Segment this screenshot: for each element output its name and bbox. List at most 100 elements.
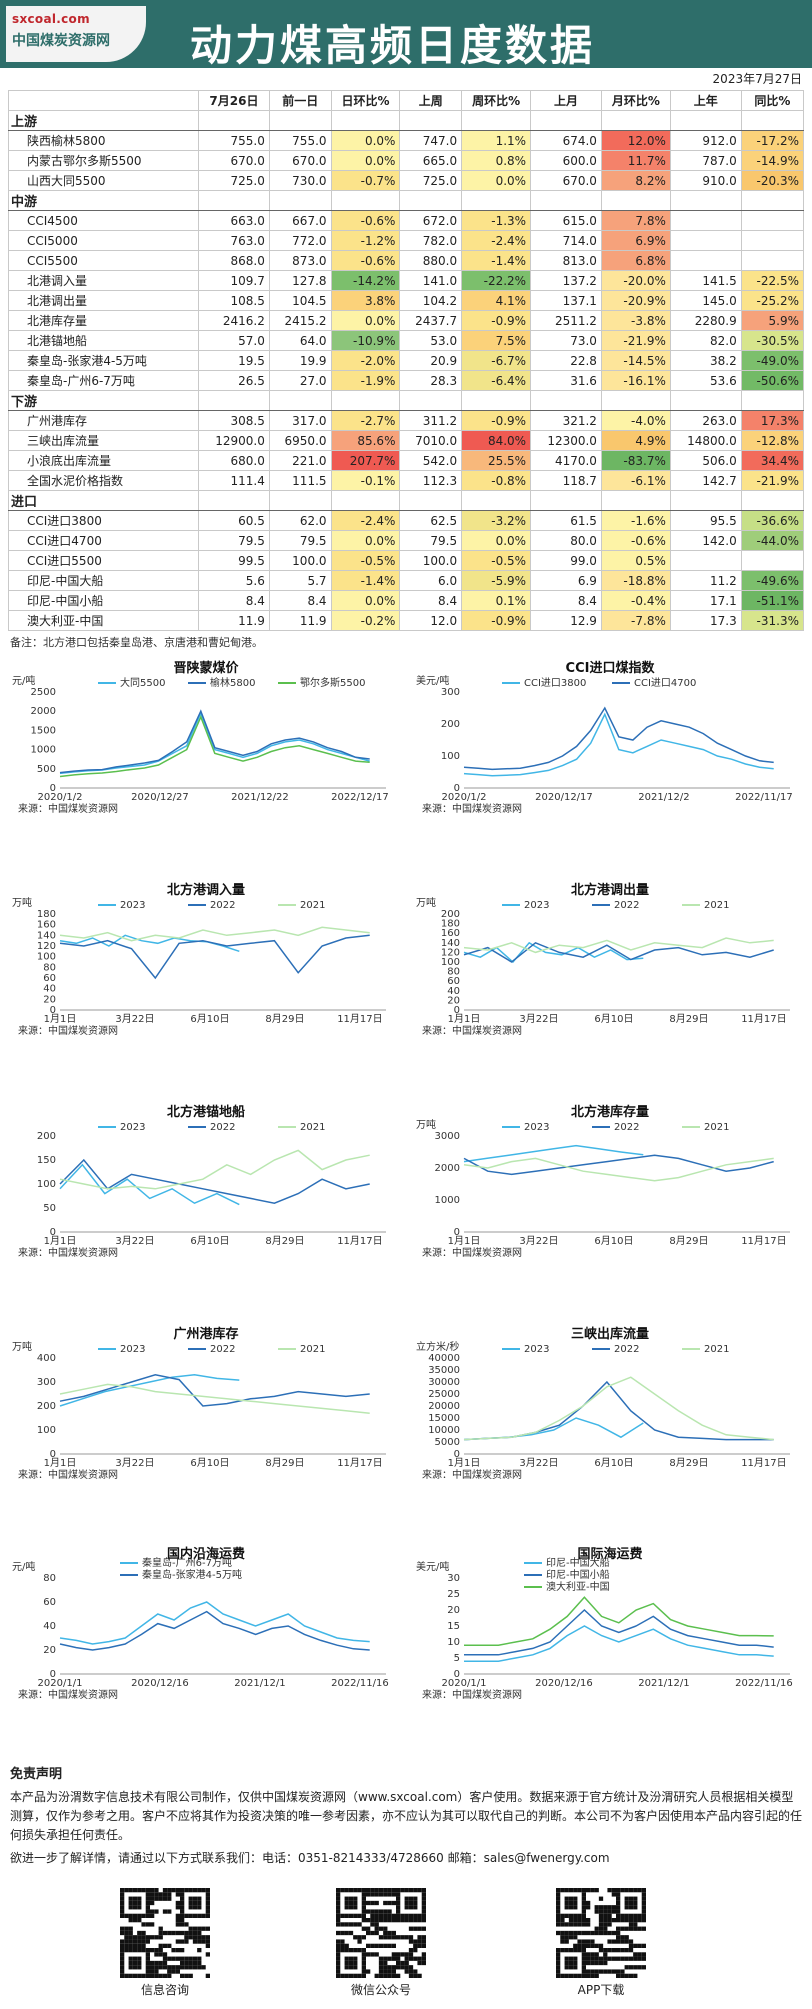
table-note: 备注：北方港口包括秦皇岛港、京唐港和曹妃甸港。 — [10, 636, 263, 649]
legend-label: 2023 — [120, 1344, 145, 1355]
table-cell: 0.0% — [461, 170, 532, 191]
series-line — [59, 1383, 370, 1414]
section-cell — [330, 490, 401, 511]
chart-source: 来源：中国煤炭资源网 — [18, 1688, 118, 1701]
row-label: 秦皇岛-张家港4-5万吨 — [8, 350, 199, 371]
section-cell — [268, 110, 332, 131]
table-cell: 0.0% — [330, 150, 401, 171]
table-cell: -44.0% — [740, 530, 805, 551]
section-label: 下游 — [8, 390, 199, 411]
x-tick-label: 2022/11/16 — [331, 1678, 389, 1689]
table-cell: 62.0 — [268, 510, 332, 531]
section-cell — [399, 390, 463, 411]
table-cell: 22.8 — [530, 350, 602, 371]
table-header-row: 7月26日 前一日 日环比% 上周 周环比% 上月 月环比% 上年 同比% — [8, 90, 805, 111]
table-cell: 912.0 — [669, 130, 742, 151]
table-cell: 0.0% — [461, 530, 532, 551]
table-cell: 207.7% — [330, 450, 401, 471]
legend-label: 2021 — [300, 1122, 325, 1133]
section-row: 下游 — [8, 390, 805, 411]
series-line — [463, 941, 774, 963]
table-row: 广州港库存 308.5 317.0 -2.7% 311.2 -0.9% 321.2 -4.0%… — [8, 410, 805, 431]
table-cell: -0.7% — [330, 170, 401, 191]
y-tick-label: 300 — [37, 1377, 56, 1388]
table-cell: 38.2 — [669, 350, 742, 371]
table-cell: -5.9% — [461, 570, 532, 591]
table-cell: 730.0 — [268, 170, 332, 191]
series-line — [59, 1158, 370, 1204]
y-tick-label: 0 — [50, 1449, 56, 1460]
table-row: 陕西榆林5800 755.0 755.0 0.0% 747.0 1.1% 674.0 12.0… — [8, 130, 805, 151]
chart-source: 来源：中国煤炭资源网 — [18, 1024, 118, 1037]
table-cell: -6.7% — [461, 350, 532, 371]
table-cell: -21.9% — [740, 470, 805, 491]
y-tick-label: 100 — [441, 751, 460, 762]
table-row: 北港调出量 108.5 104.5 3.8% 104.2 4.1% 137.1 -20.9% 1… — [8, 290, 805, 311]
table-cell: 17.1 — [669, 590, 742, 611]
table-cell: 12.0% — [600, 130, 671, 151]
table-cell: 873.0 — [268, 250, 332, 271]
table-cell: 4.9% — [600, 430, 671, 451]
y-tick-label: 3000 — [435, 1131, 460, 1142]
series-line — [59, 711, 370, 775]
x-tick-label: 2022/11/16 — [735, 1678, 793, 1689]
table-cell: -14.9% — [740, 150, 805, 171]
legend-label: 2021 — [300, 900, 325, 911]
table-cell: 311.2 — [399, 410, 463, 431]
y-tick-label: 40 — [43, 1621, 56, 1632]
y-tick-label: 15000 — [428, 1413, 460, 1424]
table-cell: -0.5% — [461, 550, 532, 571]
y-tick-label: 15 — [447, 1621, 460, 1632]
table-cell — [669, 250, 742, 271]
qr-code-icon — [120, 1888, 210, 1978]
table-cell: 12300.0 — [530, 430, 602, 451]
section-cell — [740, 390, 805, 411]
y-tick-label: 1500 — [31, 725, 56, 736]
table-cell: 0.8% — [461, 150, 532, 171]
table-cell: 0.1% — [461, 590, 532, 611]
table-cell: -25.2% — [740, 290, 805, 311]
table-row: 内蒙古鄂尔多斯5500 670.0 670.0 0.0% 665.0 0.8% 600.0 1… — [8, 150, 805, 171]
disclaimer-title: 免责声明 — [10, 1767, 63, 1782]
y-tick-label: 30 — [447, 1573, 460, 1584]
table-cell: 755.0 — [198, 130, 270, 151]
chart-title: 三峡出库流量 — [571, 1326, 649, 1342]
series-line — [463, 941, 644, 964]
x-tick-label: 3月22日 — [115, 1013, 154, 1025]
table-cell: 27.0 — [268, 370, 332, 391]
row-label: 内蒙古鄂尔多斯5500 — [8, 150, 199, 171]
legend-label: 2021 — [704, 900, 729, 911]
table-cell: 34.4% — [740, 450, 805, 471]
section-row: 上游 — [8, 110, 805, 131]
table-cell — [740, 250, 805, 271]
table-cell: -14.5% — [600, 350, 671, 371]
chart-source: 来源：中国煤炭资源网 — [422, 1024, 522, 1037]
table-cell: -49.0% — [740, 350, 805, 371]
section-cell — [600, 390, 671, 411]
section-cell — [600, 190, 671, 211]
y-tick-label: 140 — [37, 930, 56, 941]
column-header: 前一日 — [268, 90, 332, 111]
section-row: 进口 — [8, 490, 805, 511]
table-cell: 19.5 — [198, 350, 270, 371]
x-tick-label: 2021/12/1 — [234, 1678, 285, 1689]
section-cell — [198, 490, 270, 511]
x-tick-label: 2022/11/17 — [735, 792, 793, 803]
table-cell: 0.0% — [330, 590, 401, 611]
y-tick-label: 80 — [447, 967, 460, 978]
legend-label: 2021 — [704, 1344, 729, 1355]
chart: 国际海运费 美元/吨 0 5 10 15 20 25 30 2020/1/1 2020/12/16 2… — [412, 1544, 808, 1704]
table-cell: 714.0 — [530, 230, 602, 251]
y-tick-label: 10 — [447, 1637, 460, 1648]
section-cell — [740, 190, 805, 211]
table-cell: -2.7% — [330, 410, 401, 431]
table-cell: 680.0 — [198, 450, 270, 471]
legend-label: 2022 — [614, 900, 639, 911]
y-tick-label: 2000 — [435, 1163, 460, 1174]
section-cell — [740, 110, 805, 131]
series-line — [463, 1376, 774, 1441]
table-cell: 5.7 — [268, 570, 332, 591]
x-tick-label: 1月1日 — [44, 1013, 77, 1025]
